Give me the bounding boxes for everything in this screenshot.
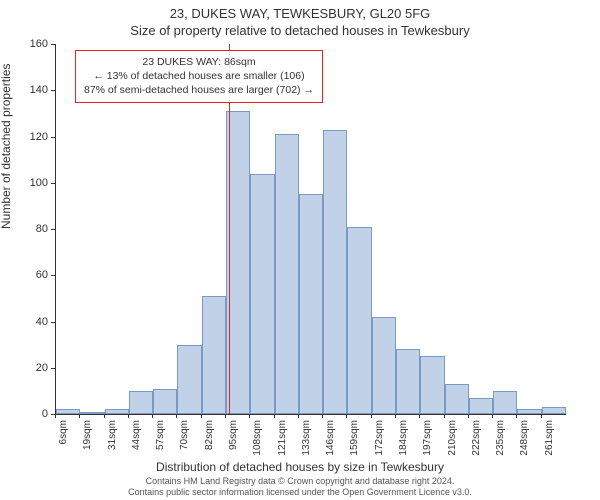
histogram-bar bbox=[153, 389, 177, 414]
x-tick-label: 159sqm bbox=[349, 420, 360, 460]
y-tick-label: 100 bbox=[8, 177, 48, 189]
x-tick-label: 172sqm bbox=[374, 420, 385, 460]
x-tick-label: 133sqm bbox=[301, 420, 312, 460]
x-tick-mark bbox=[346, 414, 347, 418]
histogram-bar bbox=[177, 345, 201, 414]
x-tick-mark bbox=[516, 414, 517, 418]
y-tick-label: 40 bbox=[8, 316, 48, 328]
histogram-bar bbox=[396, 349, 420, 414]
x-tick-label: 235sqm bbox=[495, 420, 506, 460]
footer-line-1: Contains HM Land Registry data © Crown c… bbox=[0, 476, 600, 487]
x-tick-mark bbox=[541, 414, 542, 418]
y-tick-label: 20 bbox=[8, 362, 48, 374]
x-tick-label: 121sqm bbox=[277, 420, 288, 460]
chart-container: 23, DUKES WAY, TEWKESBURY, GL20 5FG Size… bbox=[0, 0, 600, 500]
x-tick-mark bbox=[176, 414, 177, 418]
x-tick-mark bbox=[274, 414, 275, 418]
x-tick-mark bbox=[79, 414, 80, 418]
x-tick-label: 197sqm bbox=[422, 420, 433, 460]
histogram-bar bbox=[202, 296, 226, 414]
x-tick-mark bbox=[322, 414, 323, 418]
x-tick-label: 70sqm bbox=[179, 420, 190, 460]
histogram-bar bbox=[420, 356, 444, 414]
x-tick-mark bbox=[444, 414, 445, 418]
x-tick-mark bbox=[298, 414, 299, 418]
y-tick-label: 60 bbox=[8, 269, 48, 281]
x-tick-label: 31sqm bbox=[107, 420, 118, 460]
footer-line-2: Contains public sector information licen… bbox=[0, 487, 600, 498]
x-tick-label: 95sqm bbox=[228, 420, 239, 460]
x-tick-label: 82sqm bbox=[204, 420, 215, 460]
x-tick-label: 108sqm bbox=[252, 420, 263, 460]
y-tick-label: 160 bbox=[8, 38, 48, 50]
y-tick-label: 120 bbox=[8, 131, 48, 143]
x-tick-label: 19sqm bbox=[82, 420, 93, 460]
x-tick-mark bbox=[419, 414, 420, 418]
histogram-bar bbox=[542, 407, 566, 414]
histogram-bar bbox=[323, 130, 347, 414]
y-tick-label: 80 bbox=[8, 223, 48, 235]
x-tick-label: 57sqm bbox=[155, 420, 166, 460]
histogram-bar bbox=[80, 412, 104, 414]
histogram-bar bbox=[493, 391, 517, 414]
annotation-line-1: 23 DUKES WAY: 86sqm bbox=[84, 55, 314, 69]
histogram-bar bbox=[56, 409, 80, 414]
x-tick-label: 261sqm bbox=[544, 420, 555, 460]
histogram-bar bbox=[299, 194, 323, 414]
x-tick-label: 184sqm bbox=[398, 420, 409, 460]
histogram-bar bbox=[105, 409, 129, 414]
histogram-bar bbox=[517, 409, 541, 414]
histogram-bar bbox=[129, 391, 153, 414]
histogram-bar bbox=[250, 174, 274, 415]
x-tick-mark bbox=[55, 414, 56, 418]
x-tick-mark bbox=[468, 414, 469, 418]
x-tick-label: 146sqm bbox=[325, 420, 336, 460]
histogram-bar bbox=[372, 317, 396, 414]
x-tick-label: 210sqm bbox=[447, 420, 458, 460]
x-tick-mark bbox=[201, 414, 202, 418]
title-block: 23, DUKES WAY, TEWKESBURY, GL20 5FG Size… bbox=[0, 6, 600, 38]
x-tick-mark bbox=[395, 414, 396, 418]
x-tick-mark bbox=[492, 414, 493, 418]
x-tick-mark bbox=[104, 414, 105, 418]
histogram-bar bbox=[347, 227, 371, 414]
x-tick-label: 222sqm bbox=[471, 420, 482, 460]
annotation-line-3: 87% of semi-detached houses are larger (… bbox=[84, 83, 314, 97]
histogram-bar bbox=[445, 384, 469, 414]
annotation-box: 23 DUKES WAY: 86sqm ← 13% of detached ho… bbox=[75, 50, 323, 103]
histogram-bar bbox=[469, 398, 493, 414]
x-tick-mark bbox=[128, 414, 129, 418]
x-tick-mark bbox=[152, 414, 153, 418]
x-tick-mark bbox=[225, 414, 226, 418]
x-axis-label: Distribution of detached houses by size … bbox=[0, 460, 600, 474]
y-tick-label: 0 bbox=[8, 408, 48, 420]
y-tick-label: 140 bbox=[8, 84, 48, 96]
x-tick-label: 6sqm bbox=[58, 420, 69, 460]
footer-attribution: Contains HM Land Registry data © Crown c… bbox=[0, 476, 600, 498]
x-tick-mark bbox=[249, 414, 250, 418]
chart-title-line1: 23, DUKES WAY, TEWKESBURY, GL20 5FG bbox=[0, 6, 600, 21]
x-tick-label: 248sqm bbox=[519, 420, 530, 460]
x-tick-label: 44sqm bbox=[131, 420, 142, 460]
x-tick-mark bbox=[371, 414, 372, 418]
annotation-line-2: ← 13% of detached houses are smaller (10… bbox=[84, 69, 314, 83]
chart-title-line2: Size of property relative to detached ho… bbox=[0, 23, 600, 38]
histogram-bar bbox=[275, 134, 299, 414]
